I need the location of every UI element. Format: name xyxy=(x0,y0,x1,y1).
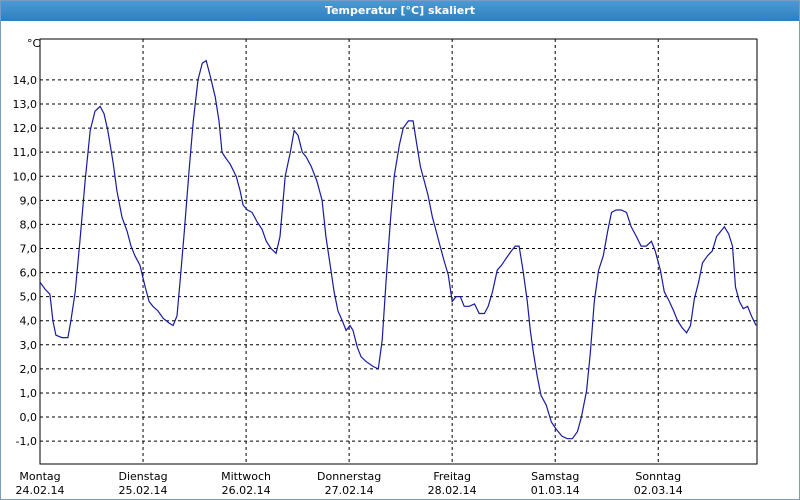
y-tick-label: 10,0 xyxy=(13,170,38,183)
x-tick-date: 02.03.14 xyxy=(634,484,683,497)
y-tick-label: 14,0 xyxy=(13,74,38,87)
x-tick-label: Freitag xyxy=(433,470,471,483)
y-tick-label: 12,0 xyxy=(13,122,38,135)
plot-area xyxy=(39,38,758,465)
x-tick-date: 28.02.14 xyxy=(428,484,477,497)
temperature-line xyxy=(39,59,757,440)
x-tick-label: Montag xyxy=(19,470,60,483)
x-tick-date: 24.02.14 xyxy=(16,484,65,497)
x-tick-date: 27.02.14 xyxy=(325,484,374,497)
x-tick-label: Mittwoch xyxy=(221,470,271,483)
x-tick-label: Donnerstag xyxy=(317,470,381,483)
y-tick-label: 4,0 xyxy=(20,315,38,328)
y-tick-label: 2,0 xyxy=(20,363,38,376)
y-tick-label: 5,0 xyxy=(20,291,38,304)
y-tick-label: 11,0 xyxy=(13,146,38,159)
x-tick-date: 01.03.14 xyxy=(531,484,580,497)
y-tick-label: 7,0 xyxy=(20,242,38,255)
y-tick-label: 6,0 xyxy=(20,267,38,280)
x-tick-label: Samstag xyxy=(531,470,579,483)
x-tick-label: Dienstag xyxy=(119,470,168,483)
y-tick-label: 3,0 xyxy=(20,339,38,352)
x-tick-label: Sonntag xyxy=(635,470,681,483)
y-tick-label: 9,0 xyxy=(20,194,38,207)
x-tick-date: 26.02.14 xyxy=(222,484,271,497)
y-tick-label: -1,0 xyxy=(16,435,37,448)
y-tick-label: 1,0 xyxy=(20,387,38,400)
chart: °C -1,0 0,0 1,0 2,0 3,0 4,0 5,0 6,0 7,0 8,0 9,0 10,… xyxy=(13,37,758,497)
x-tick-date: 25.02.14 xyxy=(119,484,168,497)
title-bar: Temperatur [°C] skaliert xyxy=(1,1,799,21)
y-tick-label: 8,0 xyxy=(20,218,38,231)
y-axis-label: °C xyxy=(27,37,41,50)
y-tick-label: 13,0 xyxy=(13,98,38,111)
y-tick-label: 0,0 xyxy=(20,411,38,424)
